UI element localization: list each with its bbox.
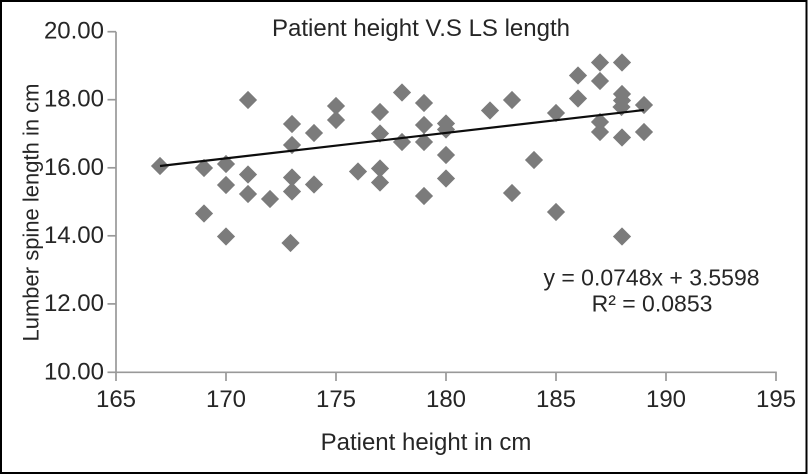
- svg-text:Patient height V.S LS length: Patient height V.S LS length: [272, 15, 570, 42]
- svg-text:180: 180: [426, 386, 466, 413]
- svg-text:Patient height in cm: Patient height in cm: [321, 429, 532, 456]
- svg-text:165: 165: [96, 386, 136, 413]
- svg-text:14.00: 14.00: [44, 222, 104, 249]
- svg-text:175: 175: [316, 386, 356, 413]
- svg-text:R² = 0.0853: R² = 0.0853: [592, 290, 713, 316]
- svg-text:Lumber spine length in cm: Lumber spine length in cm: [19, 83, 44, 341]
- svg-text:12.00: 12.00: [44, 290, 104, 317]
- svg-text:18.00: 18.00: [44, 86, 104, 113]
- svg-text:185: 185: [536, 386, 576, 413]
- svg-text:190: 190: [646, 386, 686, 413]
- svg-text:16.00: 16.00: [44, 154, 104, 181]
- svg-text:10.00: 10.00: [44, 358, 104, 385]
- svg-text:20.00: 20.00: [44, 18, 104, 45]
- svg-text:170: 170: [206, 386, 246, 413]
- svg-text:195: 195: [756, 386, 796, 413]
- svg-text:y = 0.0748x + 3.5598: y = 0.0748x + 3.5598: [543, 265, 759, 291]
